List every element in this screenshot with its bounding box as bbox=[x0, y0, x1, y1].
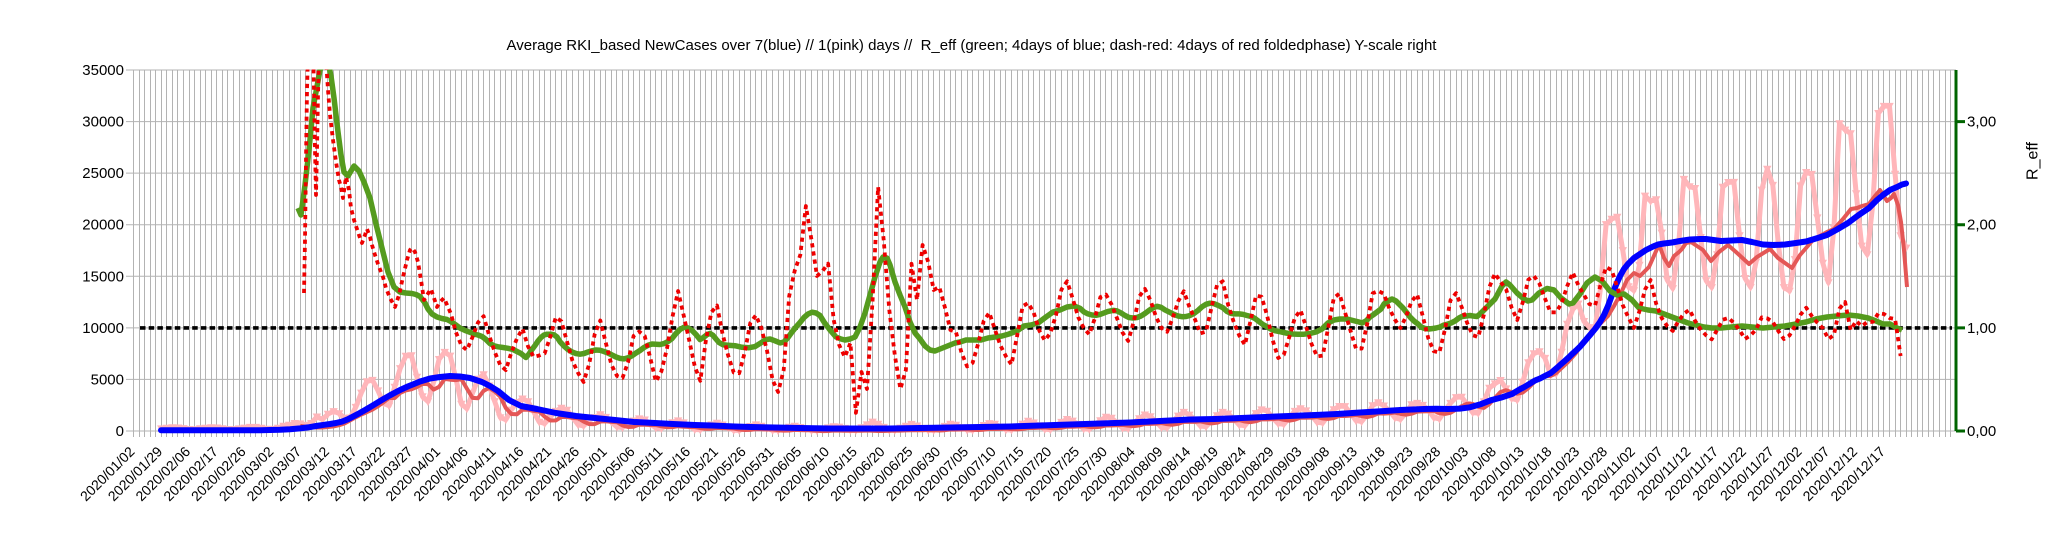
svg-text:0: 0 bbox=[116, 423, 124, 440]
svg-text:1,00: 1,00 bbox=[1967, 320, 1996, 337]
svg-text:R_eff: R_eff bbox=[2025, 141, 2042, 180]
svg-text:35000: 35000 bbox=[82, 62, 124, 79]
svg-text:15000: 15000 bbox=[82, 268, 124, 285]
svg-text:20000: 20000 bbox=[82, 217, 124, 234]
svg-text:10000: 10000 bbox=[82, 320, 124, 337]
svg-text:25000: 25000 bbox=[82, 165, 124, 182]
svg-text:Average RKI_based NewCases ove: Average RKI_based NewCases over 7(blue) … bbox=[507, 37, 1438, 54]
svg-text:5000: 5000 bbox=[91, 371, 124, 388]
svg-text:2,00: 2,00 bbox=[1967, 217, 1996, 234]
svg-text:30000: 30000 bbox=[82, 114, 124, 131]
svg-text:0,00: 0,00 bbox=[1967, 423, 1996, 440]
svg-text:3,00: 3,00 bbox=[1967, 114, 1996, 131]
